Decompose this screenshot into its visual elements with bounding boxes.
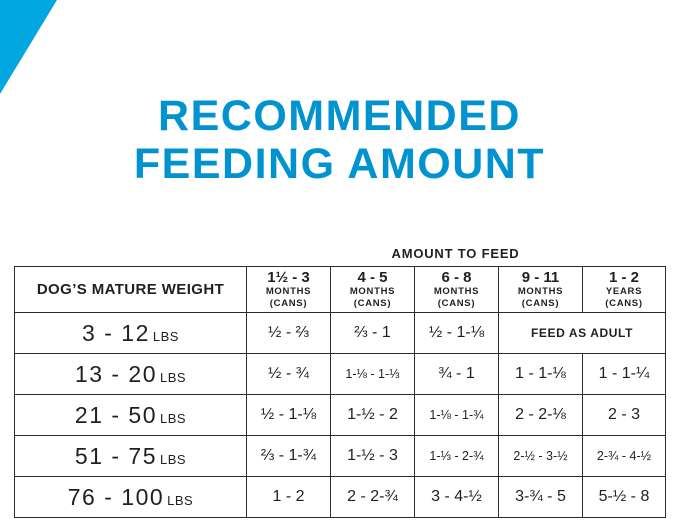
weight-unit: LBS	[160, 369, 187, 385]
feed-amount-cell: 1-½ - 2	[330, 394, 415, 436]
age-unit: MONTHS	[265, 285, 312, 297]
weight-range: 76 - 100	[67, 483, 165, 510]
amount-to-feed-label: AMOUNT TO FEED	[391, 246, 520, 261]
age-column-header: 1 - 2 YEARS (CANS)	[582, 266, 666, 313]
feed-amount-cell: 1 - 1-⅛	[498, 353, 583, 395]
feed-amount-cell: ½ - 1-⅛	[246, 394, 331, 436]
feed-amount-cell: 2 - 3	[582, 394, 666, 436]
age-column-header: 6 - 8 MONTHS (CANS)	[414, 266, 499, 313]
table-row: 13 - 20 LBS ½ - ¾ 1-⅛ - 1-⅓ ¾ - 1 1 - 1-⅛…	[14, 353, 666, 395]
cans-label: (CANS)	[269, 298, 308, 310]
feed-amount-cell: 1-⅛ - 1-⅓	[330, 353, 415, 395]
age-column-header: 1½ - 3 MONTHS (CANS)	[246, 266, 331, 313]
table-row: 76 - 100 LBS 1 - 2 2 - 2-¾ 3 - 4-½ 3-¾ - …	[14, 476, 666, 518]
cans-label: (CANS)	[605, 298, 643, 310]
feed-amount-cell: 2 - 2-⅛	[498, 394, 583, 436]
table-row: 3 - 12 LBS ½ - ⅔ ⅔ - 1 ½ - 1-⅛ FEED AS AD…	[14, 312, 666, 354]
feeding-table: DOG’S MATURE WEIGHT 1½ - 3 MONTHS (CANS)…	[14, 266, 666, 518]
cans-label: (CANS)	[437, 298, 476, 310]
weight-range: 21 - 50	[74, 401, 158, 428]
weight-cell: 76 - 100 LBS	[14, 476, 247, 518]
feed-amount-cell: 2-½ - 3-½	[498, 435, 583, 477]
feed-amount-cell: 2-¾ - 4-½	[582, 435, 666, 477]
feed-as-adult-cell: FEED AS ADULT	[498, 312, 666, 354]
cans-label: (CANS)	[521, 298, 560, 310]
feed-amount-cell: ½ - ¾	[246, 353, 331, 395]
weight-cell: 3 - 12 LBS	[14, 312, 247, 354]
weight-unit: LBS	[152, 328, 179, 344]
feed-amount-cell: 1-⅛ - 1-¾	[414, 394, 499, 436]
feed-amount-cell: 3 - 4-½	[414, 476, 499, 518]
weight-cell: 13 - 20 LBS	[14, 353, 247, 395]
corner-accent-triangle	[0, 0, 57, 94]
feed-amount-cell: ½ - 1-⅛	[414, 312, 499, 354]
age-column-header: 9 - 11 MONTHS (CANS)	[498, 266, 583, 313]
age-unit: MONTHS	[349, 285, 396, 297]
feed-amount-cell: 3-¾ - 5	[498, 476, 583, 518]
age-range: 6 - 8	[441, 268, 472, 286]
weight-unit: LBS	[160, 410, 187, 426]
age-range: 4 - 5	[357, 268, 388, 286]
feed-amount-cell: ⅔ - 1	[330, 312, 415, 354]
weight-range: 51 - 75	[74, 442, 158, 469]
age-range: 9 - 11	[521, 268, 560, 286]
column-header-weight: DOG’S MATURE WEIGHT	[14, 266, 247, 313]
weight-cell: 51 - 75 LBS	[14, 435, 247, 477]
feed-amount-cell: ½ - ⅔	[246, 312, 331, 354]
feed-amount-cell: 5-½ - 8	[582, 476, 666, 518]
feed-amount-cell: ¾ - 1	[414, 353, 499, 395]
feed-amount-cell: 1-½ - 3	[330, 435, 415, 477]
age-range: 1 - 2	[608, 268, 639, 286]
table-row: 21 - 50 LBS ½ - 1-⅛ 1-½ - 2 1-⅛ - 1-¾ 2 -…	[14, 394, 666, 436]
age-column-header: 4 - 5 MONTHS (CANS)	[330, 266, 415, 313]
feed-amount-cell: 1 - 2	[246, 476, 331, 518]
page-title: RECOMMENDED FEEDING AMOUNT	[0, 92, 679, 188]
feed-amount-cell: 1 - 1-¼	[582, 353, 666, 395]
weight-unit: LBS	[160, 451, 187, 467]
weight-range: 13 - 20	[74, 360, 158, 387]
feed-amount-cell: 2 - 2-¾	[330, 476, 415, 518]
cans-label: (CANS)	[353, 298, 392, 310]
weight-range: 3 - 12	[82, 319, 150, 346]
weight-cell: 21 - 50 LBS	[14, 394, 247, 436]
feed-amount-cell: 1-⅓ - 2-¾	[414, 435, 499, 477]
title-line-2: FEEDING AMOUNT	[133, 140, 546, 189]
table-header-row: DOG’S MATURE WEIGHT 1½ - 3 MONTHS (CANS)…	[14, 266, 666, 313]
title-line-1: RECOMMENDED	[158, 92, 521, 140]
age-unit: MONTHS	[433, 285, 480, 297]
weight-unit: LBS	[167, 492, 194, 508]
feed-amount-cell: ⅔ - 1-¾	[246, 435, 331, 477]
age-range: 1½ - 3	[267, 268, 310, 286]
age-unit: MONTHS	[517, 285, 564, 297]
table-row: 51 - 75 LBS ⅔ - 1-¾ 1-½ - 3 1-⅓ - 2-¾ 2-½…	[14, 435, 666, 477]
age-unit: YEARS	[605, 285, 643, 297]
